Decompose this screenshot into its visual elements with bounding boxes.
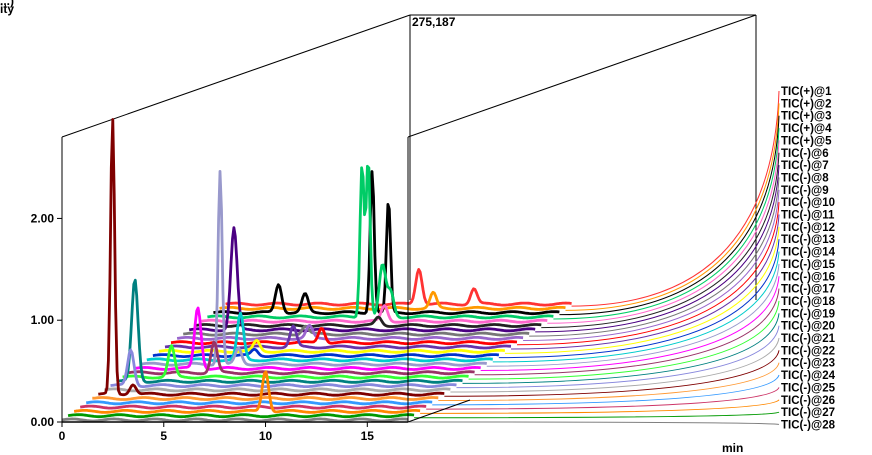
- legend-entry: TIC(+)@5: [781, 135, 832, 147]
- legend-entry: TIC(-)@13: [781, 234, 835, 246]
- legend-entry: TIC(-)@17: [781, 284, 835, 296]
- legend-entry: TIC(-)@22: [781, 345, 835, 357]
- legend: TIC(+)@1TIC(+)@2TIC(+)@3TIC(+)@4TIC(+)@5…: [781, 86, 836, 431]
- connector-TIC(-)@28: [407, 421, 780, 425]
- connector-TIC(-)@13: [498, 239, 780, 359]
- connector-TIC(-)@18: [468, 300, 780, 380]
- connector-TIC(+)@1: [571, 90, 780, 307]
- connector-TIC(+)@3: [559, 115, 780, 316]
- connector-TIC(+)@5: [547, 140, 780, 324]
- legend-entry: TIC(-)@16: [781, 271, 835, 283]
- trace-TIC(+)@3: [213, 170, 560, 316]
- x-tick-label: 5: [160, 429, 167, 443]
- connector-TIC(-)@21: [450, 337, 780, 393]
- trace-TIC(-)@17: [128, 340, 475, 376]
- box-edge-top-right: [407, 14, 757, 138]
- y-axis-label-fragment: ity: [0, 2, 14, 16]
- legend-entry: TIC(-)@24: [781, 370, 836, 382]
- legend-entry: TIC(+)@2: [781, 98, 832, 110]
- trace-TIC(-)@16: [134, 306, 481, 371]
- trace-TIC(-)@26: [73, 370, 421, 414]
- box-back: [61, 14, 757, 300]
- legend-entry: TIC(-)@11: [781, 210, 835, 222]
- legend-entry: TIC(-)@28: [781, 419, 836, 431]
- y-tick-label: 1.00: [31, 313, 55, 327]
- x-tick-label: 0: [59, 429, 66, 443]
- trace-TIC(+)@4: [207, 164, 554, 320]
- legend-entry: TIC(-)@27: [781, 407, 835, 419]
- legend-entry: TIC(-)@21: [781, 333, 836, 345]
- legend-entry: TIC(+)@4: [781, 123, 832, 135]
- connector-TIC(-)@6: [541, 152, 780, 329]
- trace-TIC(-)@10: [170, 327, 518, 346]
- trace-TIC(-)@21: [104, 387, 451, 393]
- trace-TIC(-)@23: [92, 396, 439, 401]
- connector-TIC(-)@15: [486, 263, 780, 367]
- y-tick-label: 2.00: [31, 211, 55, 225]
- x-tick-label: 10: [259, 429, 273, 443]
- legend-entry: TIC(-)@15: [781, 259, 836, 271]
- box-front: 0 5 10 15 0.00 1.00 2.00: [31, 137, 471, 443]
- connector-TIC(-)@25: [426, 387, 780, 410]
- trace-TIC(-)@22: [98, 118, 445, 397]
- connector-TIC(-)@16: [480, 276, 780, 371]
- connector-TIC(-)@22: [444, 350, 780, 397]
- x-axis-label: min: [722, 441, 743, 455]
- trace-TIC(-)@25: [80, 404, 427, 410]
- legend-entry: TIC(-)@19: [781, 308, 835, 320]
- legend-entry: TIC(-)@12: [781, 222, 835, 234]
- corner-label: 275,187: [412, 15, 456, 29]
- connector-TIC(-)@7: [535, 165, 780, 333]
- trace-TIC(-)@18: [122, 344, 469, 380]
- legend-entry: TIC(-)@25: [781, 382, 836, 394]
- legend-entry: TIC(-)@20: [781, 321, 835, 333]
- trace-TIC(-)@20: [110, 348, 457, 388]
- connector-TIC(-)@26: [420, 399, 780, 414]
- connector-TIC(-)@14: [492, 251, 780, 363]
- legend-entry: TIC(-)@26: [781, 395, 835, 407]
- legend-entry: TIC(-)@18: [781, 296, 836, 308]
- legend-connectors: [407, 90, 780, 425]
- y-tick-label: 0.00: [31, 415, 55, 429]
- legend-entry: TIC(+)@1: [781, 86, 832, 98]
- connector-TIC(-)@11: [510, 214, 780, 350]
- y-axis-label-top-fragment: ...): [0, 0, 14, 8]
- connector-TIC(-)@10: [517, 202, 780, 346]
- connector-TIC(-)@12: [504, 226, 780, 354]
- box-edge-top-left: [61, 14, 411, 138]
- legend-entry: TIC(-)@23: [781, 358, 835, 370]
- legend-entry: TIC(-)@8: [781, 172, 829, 184]
- chromatogram-traces: [61, 118, 572, 423]
- trace-TIC(-)@7: [189, 226, 536, 333]
- connector-TIC(-)@17: [474, 288, 780, 376]
- connector-TIC(-)@20: [456, 325, 780, 389]
- legend-entry: TIC(-)@6: [781, 148, 829, 160]
- connector-TIC(-)@23: [438, 362, 780, 402]
- legend-entry: TIC(-)@7: [781, 160, 829, 172]
- trace-TIC(-)@6: [195, 315, 542, 328]
- connector-TIC(-)@27: [414, 411, 780, 419]
- trace-TIC(-)@28: [61, 417, 409, 423]
- box-floor-edge: [407, 399, 471, 423]
- connector-TIC(+)@2: [565, 103, 780, 311]
- legend-entry: TIC(+)@3: [781, 111, 832, 123]
- connector-TIC(-)@24: [432, 374, 780, 406]
- trace-TIC(-)@8: [183, 324, 530, 337]
- connector-TIC(-)@19: [462, 313, 780, 384]
- trace-TIC(-)@9: [176, 323, 524, 341]
- connector-TIC(-)@9: [523, 189, 780, 341]
- trace-TIC(-)@11: [164, 324, 512, 350]
- trace-TIC(-)@27: [67, 413, 415, 419]
- connector-TIC(-)@8: [529, 177, 780, 337]
- x-tick-label: 15: [361, 429, 375, 443]
- legend-entry: TIC(-)@9: [781, 185, 829, 197]
- trace-TIC(-)@15: [140, 170, 487, 367]
- legend-entry: TIC(-)@10: [781, 197, 835, 209]
- trace-TIC(-)@19: [116, 278, 463, 384]
- legend-entry: TIC(-)@14: [781, 247, 836, 259]
- connector-TIC(+)@4: [553, 128, 780, 320]
